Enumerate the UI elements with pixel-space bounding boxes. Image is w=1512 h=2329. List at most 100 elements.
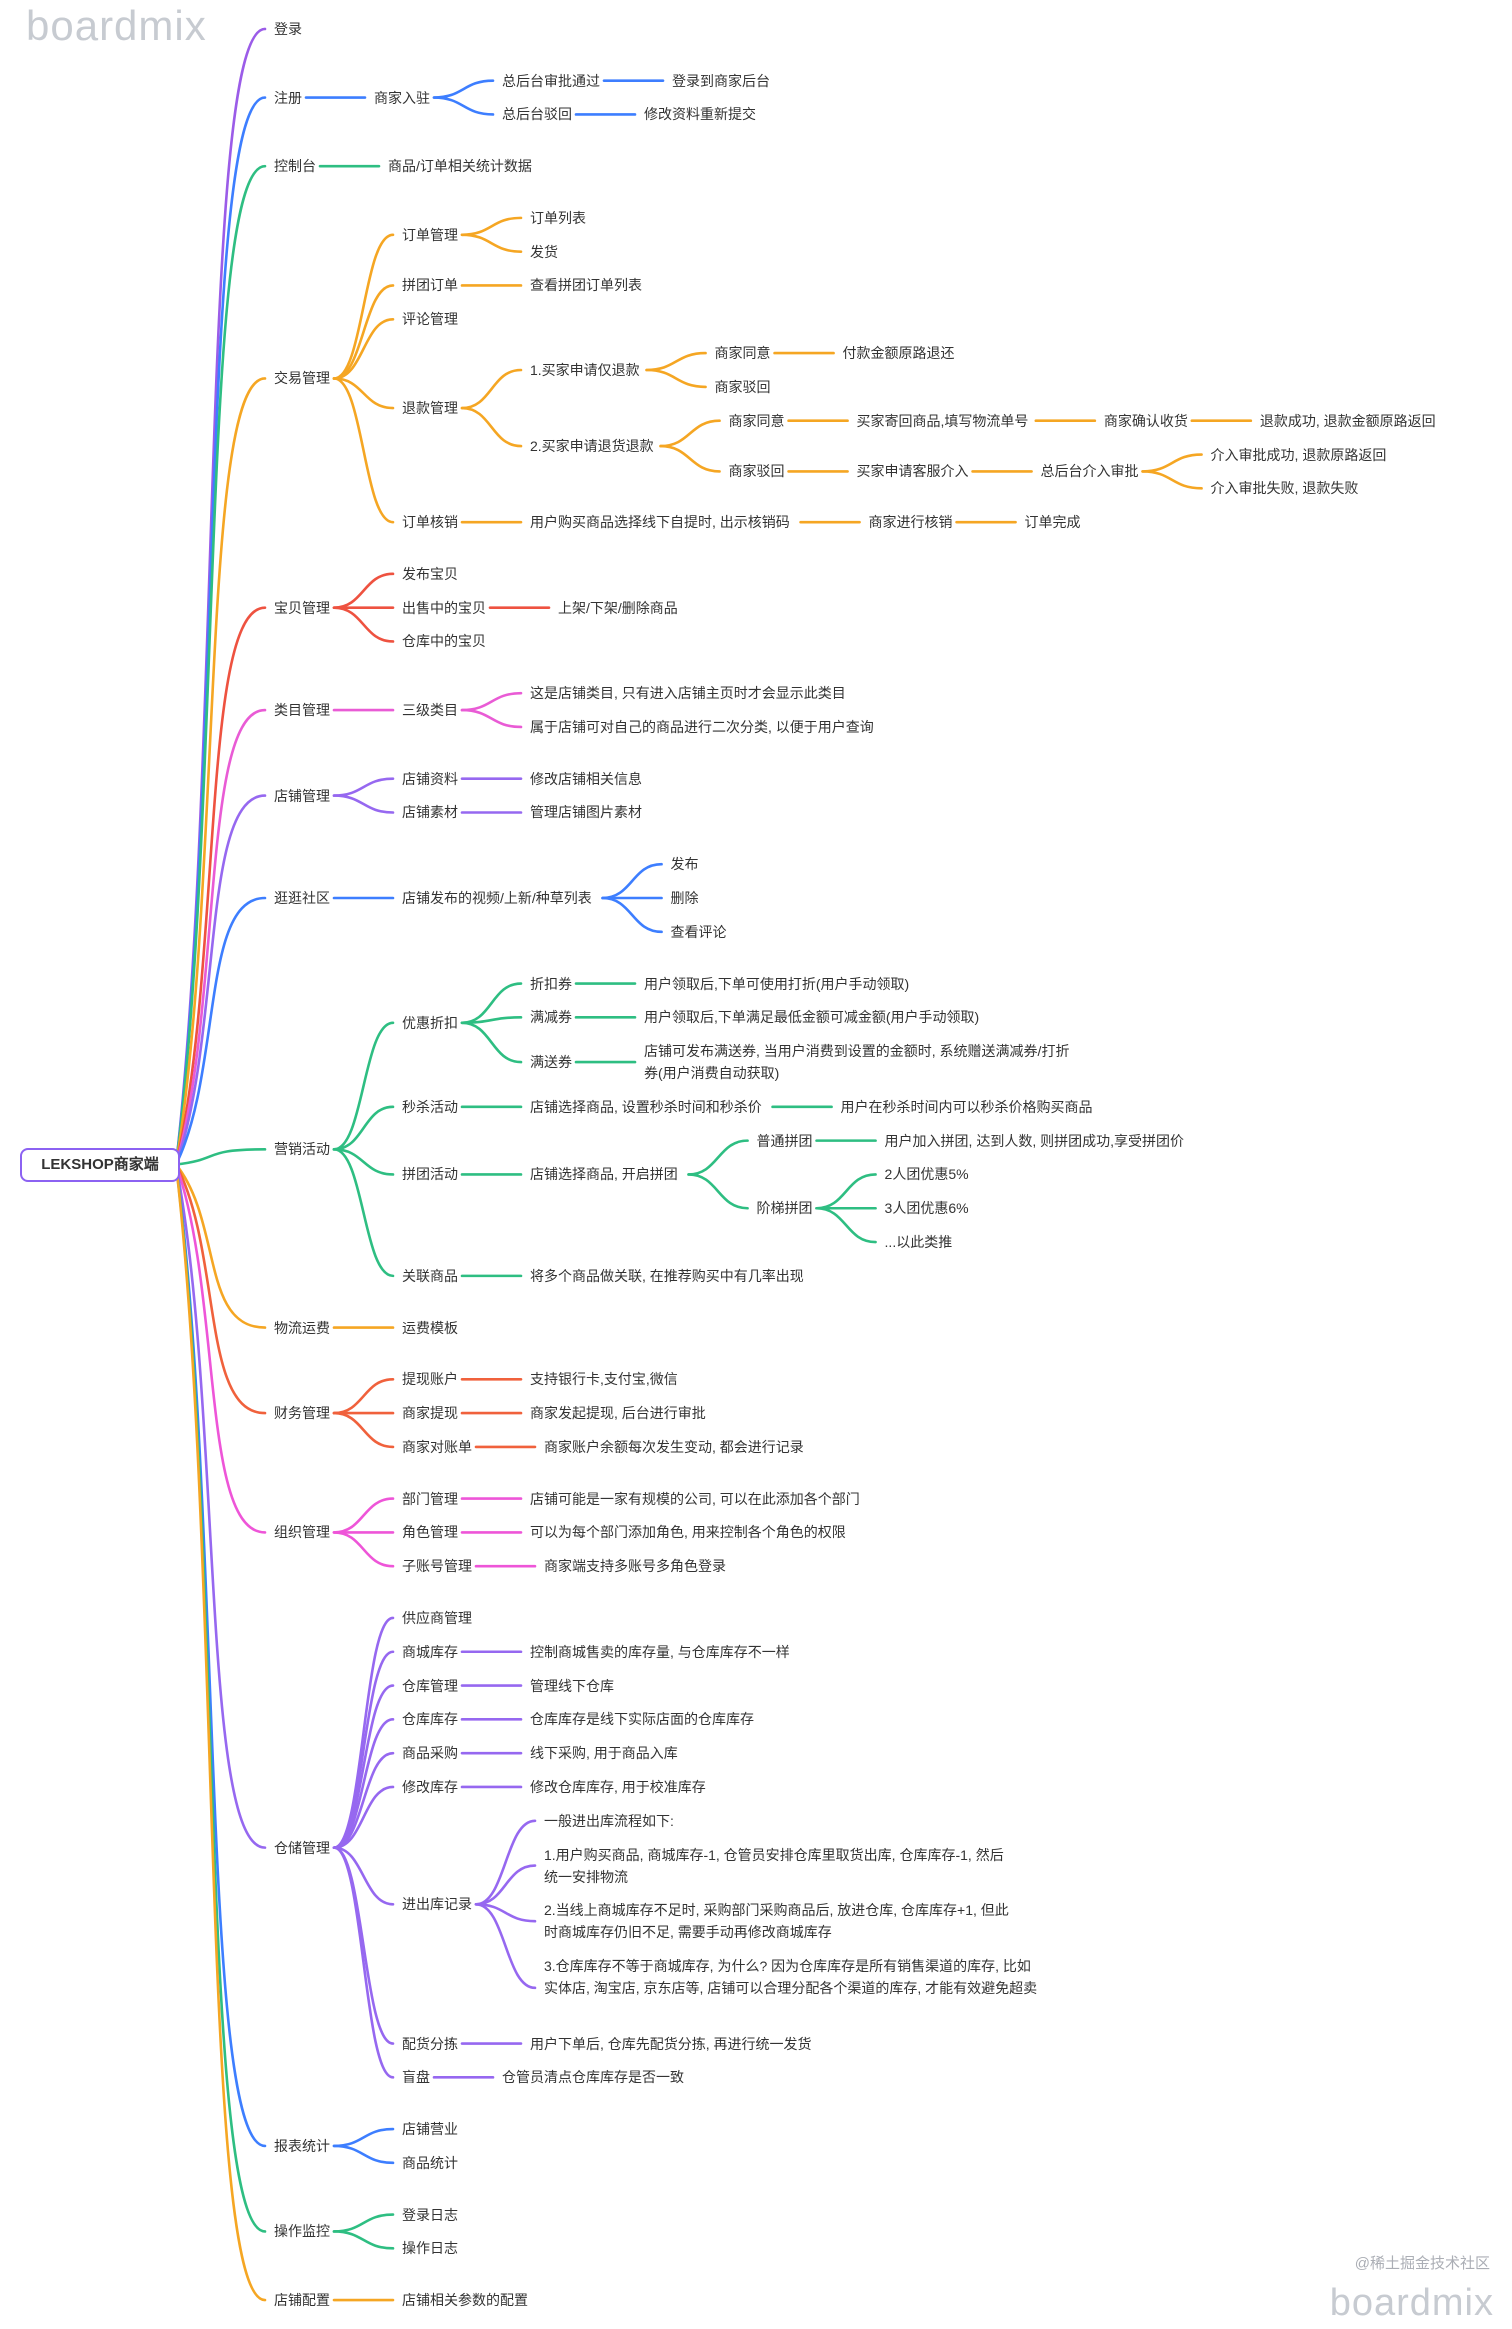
node-admin-arbitration[interactable]: 总后台介入审批 xyxy=(1040,463,1139,480)
node-category-note-1[interactable]: 这是店铺类目, 只有进入店铺主页时才会显示此类目 xyxy=(530,685,846,702)
node-shop-business[interactable]: 店铺营业 xyxy=(402,2121,458,2138)
node-normal-group-desc[interactable]: 用户加入拼团, 达到人数, 则拼团成功,享受拼团价 xyxy=(884,1132,1184,1149)
node-group-buy-setup[interactable]: 店铺选择商品, 开启拼团 xyxy=(530,1166,678,1183)
node-role-management[interactable]: 角色管理 xyxy=(402,1524,458,1541)
node-category-management[interactable]: 类目管理 xyxy=(274,702,330,719)
node-related-products[interactable]: 关联商品 xyxy=(402,1267,458,1284)
node-warehouse-management-desc[interactable]: 管理线下仓库 xyxy=(530,1677,614,1694)
node-operation-monitoring[interactable]: 操作监控 xyxy=(274,2223,330,2240)
node-discount-coupon-desc[interactable]: 用户领取后,下单可使用打折(用户手动领取) xyxy=(644,975,910,992)
node-sub-account-desc[interactable]: 商家端支持多账号多角色登录 xyxy=(544,1558,726,1575)
node-merchant-statement[interactable]: 商家对账单 xyxy=(402,1438,472,1455)
node-refund-route[interactable]: 付款金额原路退还 xyxy=(842,345,955,362)
node-apply-customer-service[interactable]: 买家申请客服介入 xyxy=(856,463,969,480)
node-group-buy[interactable]: 拼团活动 xyxy=(402,1166,458,1183)
node-dashboard[interactable]: 控制台 xyxy=(274,158,316,175)
node-merchant-onboarding[interactable]: 商家入驻 xyxy=(374,89,430,106)
node-refund-success[interactable]: 退款成功, 退款金额原路返回 xyxy=(1259,412,1436,429)
node-modify-stock-desc[interactable]: 修改仓库库存, 用于校准库存 xyxy=(530,1778,706,1795)
node-trade-management[interactable]: 交易管理 xyxy=(274,370,330,387)
node-community[interactable]: 逛逛社区 xyxy=(274,890,330,906)
node-shop-config[interactable]: 店铺配置 xyxy=(274,2292,330,2309)
node-inout-intro[interactable]: 一般进出库流程如下: xyxy=(544,1812,674,1829)
node-arbitration-success[interactable]: 介入审批成功, 退款原路返回 xyxy=(1210,446,1387,463)
node-order-management[interactable]: 订单管理 xyxy=(402,226,458,243)
node-dashboard-stats[interactable]: 商品/订单相关统计数据 xyxy=(388,158,532,175)
node-tier-2[interactable]: 2人团优惠5% xyxy=(884,1166,969,1183)
node-report-statistics[interactable]: 报表统计 xyxy=(274,2137,330,2154)
node-merchant-withdrawal[interactable]: 商家提现 xyxy=(402,1405,458,1422)
node-discount-offers[interactable]: 优惠折扣 xyxy=(402,1014,458,1031)
node-flash-sale-setup[interactable]: 店铺选择商品, 设置秒杀时间和秒杀价 xyxy=(530,1098,762,1115)
node-group-order[interactable]: 拼团订单 xyxy=(402,277,458,294)
node-on-sale-products[interactable]: 出售中的宝贝 xyxy=(402,599,486,616)
node-tier-3[interactable]: 3人团优惠6% xyxy=(884,1200,969,1217)
node-inout-flow-3[interactable]: 3.仓库库存不等于商城库存, 为什么? 因为仓库库存是所有销售渠道的库存, 比如… xyxy=(544,1957,1038,1996)
node-third-level-category[interactable]: 三级类目 xyxy=(402,702,458,719)
node-warehouse[interactable]: 仓储管理 xyxy=(274,1839,330,1856)
node-arbitration-fail[interactable]: 介入审批失败, 退款失败 xyxy=(1210,480,1359,497)
node-agree-2[interactable]: 商家同意 xyxy=(728,412,785,429)
node-feed-publish[interactable]: 发布 xyxy=(670,856,699,873)
node-warehouse-stock[interactable]: 仓库库存 xyxy=(402,1711,458,1728)
node-normal-group[interactable]: 普通拼团 xyxy=(756,1132,813,1149)
node-approval-rejected[interactable]: 总后台驳回 xyxy=(502,106,572,123)
node-shop-management[interactable]: 店铺管理 xyxy=(274,787,330,804)
node-flash-sale-desc[interactable]: 用户在秒杀时间内可以秒杀价格购买商品 xyxy=(840,1098,1093,1115)
node-reject-1[interactable]: 商家驳回 xyxy=(714,378,771,395)
node-logistics[interactable]: 物流运费 xyxy=(274,1319,330,1336)
node-merchant-verify[interactable]: 商家进行核销 xyxy=(868,514,953,531)
node-tier-more[interactable]: ...以此类推 xyxy=(884,1234,953,1251)
node-role-desc[interactable]: 可以为每个部门添加角色, 用来控制各个角色的权限 xyxy=(530,1524,846,1541)
node-department-management[interactable]: 部门管理 xyxy=(402,1490,458,1507)
node-blind-count[interactable]: 盲盘 xyxy=(402,2069,430,2086)
node-agree-1[interactable]: 商家同意 xyxy=(714,345,771,362)
node-sub-account-management[interactable]: 子账号管理 xyxy=(402,1558,472,1575)
node-order-complete[interactable]: 订单完成 xyxy=(1024,514,1081,531)
node-supplier-management[interactable]: 供应商管理 xyxy=(402,1609,472,1626)
node-resubmit[interactable]: 修改资料重新提交 xyxy=(644,106,756,123)
node-confirm-receipt[interactable]: 商家确认收货 xyxy=(1103,412,1188,429)
node-comment-management[interactable]: 评论管理 xyxy=(402,311,458,328)
node-mall-stock-desc[interactable]: 控制商城售卖的库存量, 与仓库库存不一样 xyxy=(530,1643,790,1660)
node-reject-2[interactable]: 商家驳回 xyxy=(728,463,785,480)
node-withdrawal-account[interactable]: 提现账户 xyxy=(402,1371,458,1388)
node-operation-log[interactable]: 操作日志 xyxy=(402,2240,458,2257)
node-discount-coupon[interactable]: 折扣券 xyxy=(530,975,572,992)
node-publish-product[interactable]: 发布宝贝 xyxy=(402,565,458,582)
node-marketing[interactable]: 营销活动 xyxy=(274,1141,330,1158)
node-blind-count-desc[interactable]: 仓管员清点仓库库存是否一致 xyxy=(502,2069,684,2086)
node-category-note-2[interactable]: 属于店铺可对自己的商品进行二次分类, 以便于用户查询 xyxy=(530,718,874,735)
node-group-order-list[interactable]: 查看拼团订单列表 xyxy=(530,277,642,294)
node-statement-desc[interactable]: 商家账户余额每次发生变动, 都会进行记录 xyxy=(544,1438,804,1455)
node-product-statistics[interactable]: 商品统计 xyxy=(402,2154,458,2171)
node-ship-goods[interactable]: 发货 xyxy=(530,243,558,260)
node-login-log[interactable]: 登录日志 xyxy=(402,2206,458,2223)
node-tiered-group[interactable]: 阶梯拼团 xyxy=(756,1200,813,1217)
node-refund-management[interactable]: 退款管理 xyxy=(402,400,458,417)
node-warehouse-stock-desc[interactable]: 仓库库存是线下实际店面的仓库库存 xyxy=(530,1711,754,1728)
node-feed-delete[interactable]: 删除 xyxy=(670,890,699,906)
node-freight-template[interactable]: 运费模板 xyxy=(402,1319,458,1336)
node-full-reduction-coupon[interactable]: 满减券 xyxy=(530,1009,572,1026)
node-feed-view-comments[interactable]: 查看评论 xyxy=(670,923,727,940)
node-picking[interactable]: 配货分拣 xyxy=(402,2035,458,2052)
node-flash-sale[interactable]: 秒杀活动 xyxy=(402,1098,458,1115)
node-withdrawal-flow[interactable]: 商家发起提现, 后台进行审批 xyxy=(530,1405,706,1422)
node-order-list[interactable]: 订单列表 xyxy=(530,209,586,226)
node-warehouse-products[interactable]: 仓库中的宝贝 xyxy=(402,633,486,650)
node-full-reduction-desc[interactable]: 用户领取后,下单满足最低金额可减金额(用户手动领取) xyxy=(644,1009,980,1026)
node-warehouse-management[interactable]: 仓库管理 xyxy=(402,1677,458,1694)
node-inout-records[interactable]: 进出库记录 xyxy=(402,1896,472,1913)
node-edit-shop-info[interactable]: 修改店铺相关信息 xyxy=(530,770,642,787)
root-node[interactable]: LEKSHOP商家端 xyxy=(20,1147,180,1182)
node-inout-flow-1[interactable]: 1.用户购买商品, 商城库存-1, 仓管员安排仓库里取货出库, 仓库库存-1, … xyxy=(544,1846,1004,1885)
node-organization[interactable]: 组织管理 xyxy=(274,1524,330,1541)
node-finance[interactable]: 财务管理 xyxy=(274,1405,330,1422)
node-inout-flow-2[interactable]: 2.当线上商城库存不足时, 采购部门采购商品后, 放进仓库, 仓库库存+1, 但… xyxy=(544,1902,1009,1941)
node-mall-stock[interactable]: 商城库存 xyxy=(402,1643,458,1660)
node-shop-profile[interactable]: 店铺资料 xyxy=(402,770,458,787)
node-shelf-operations[interactable]: 上架/下架/删除商品 xyxy=(558,599,678,616)
node-login-backend[interactable]: 登录到商家后台 xyxy=(672,72,770,89)
node-product-management[interactable]: 宝贝管理 xyxy=(274,599,330,616)
